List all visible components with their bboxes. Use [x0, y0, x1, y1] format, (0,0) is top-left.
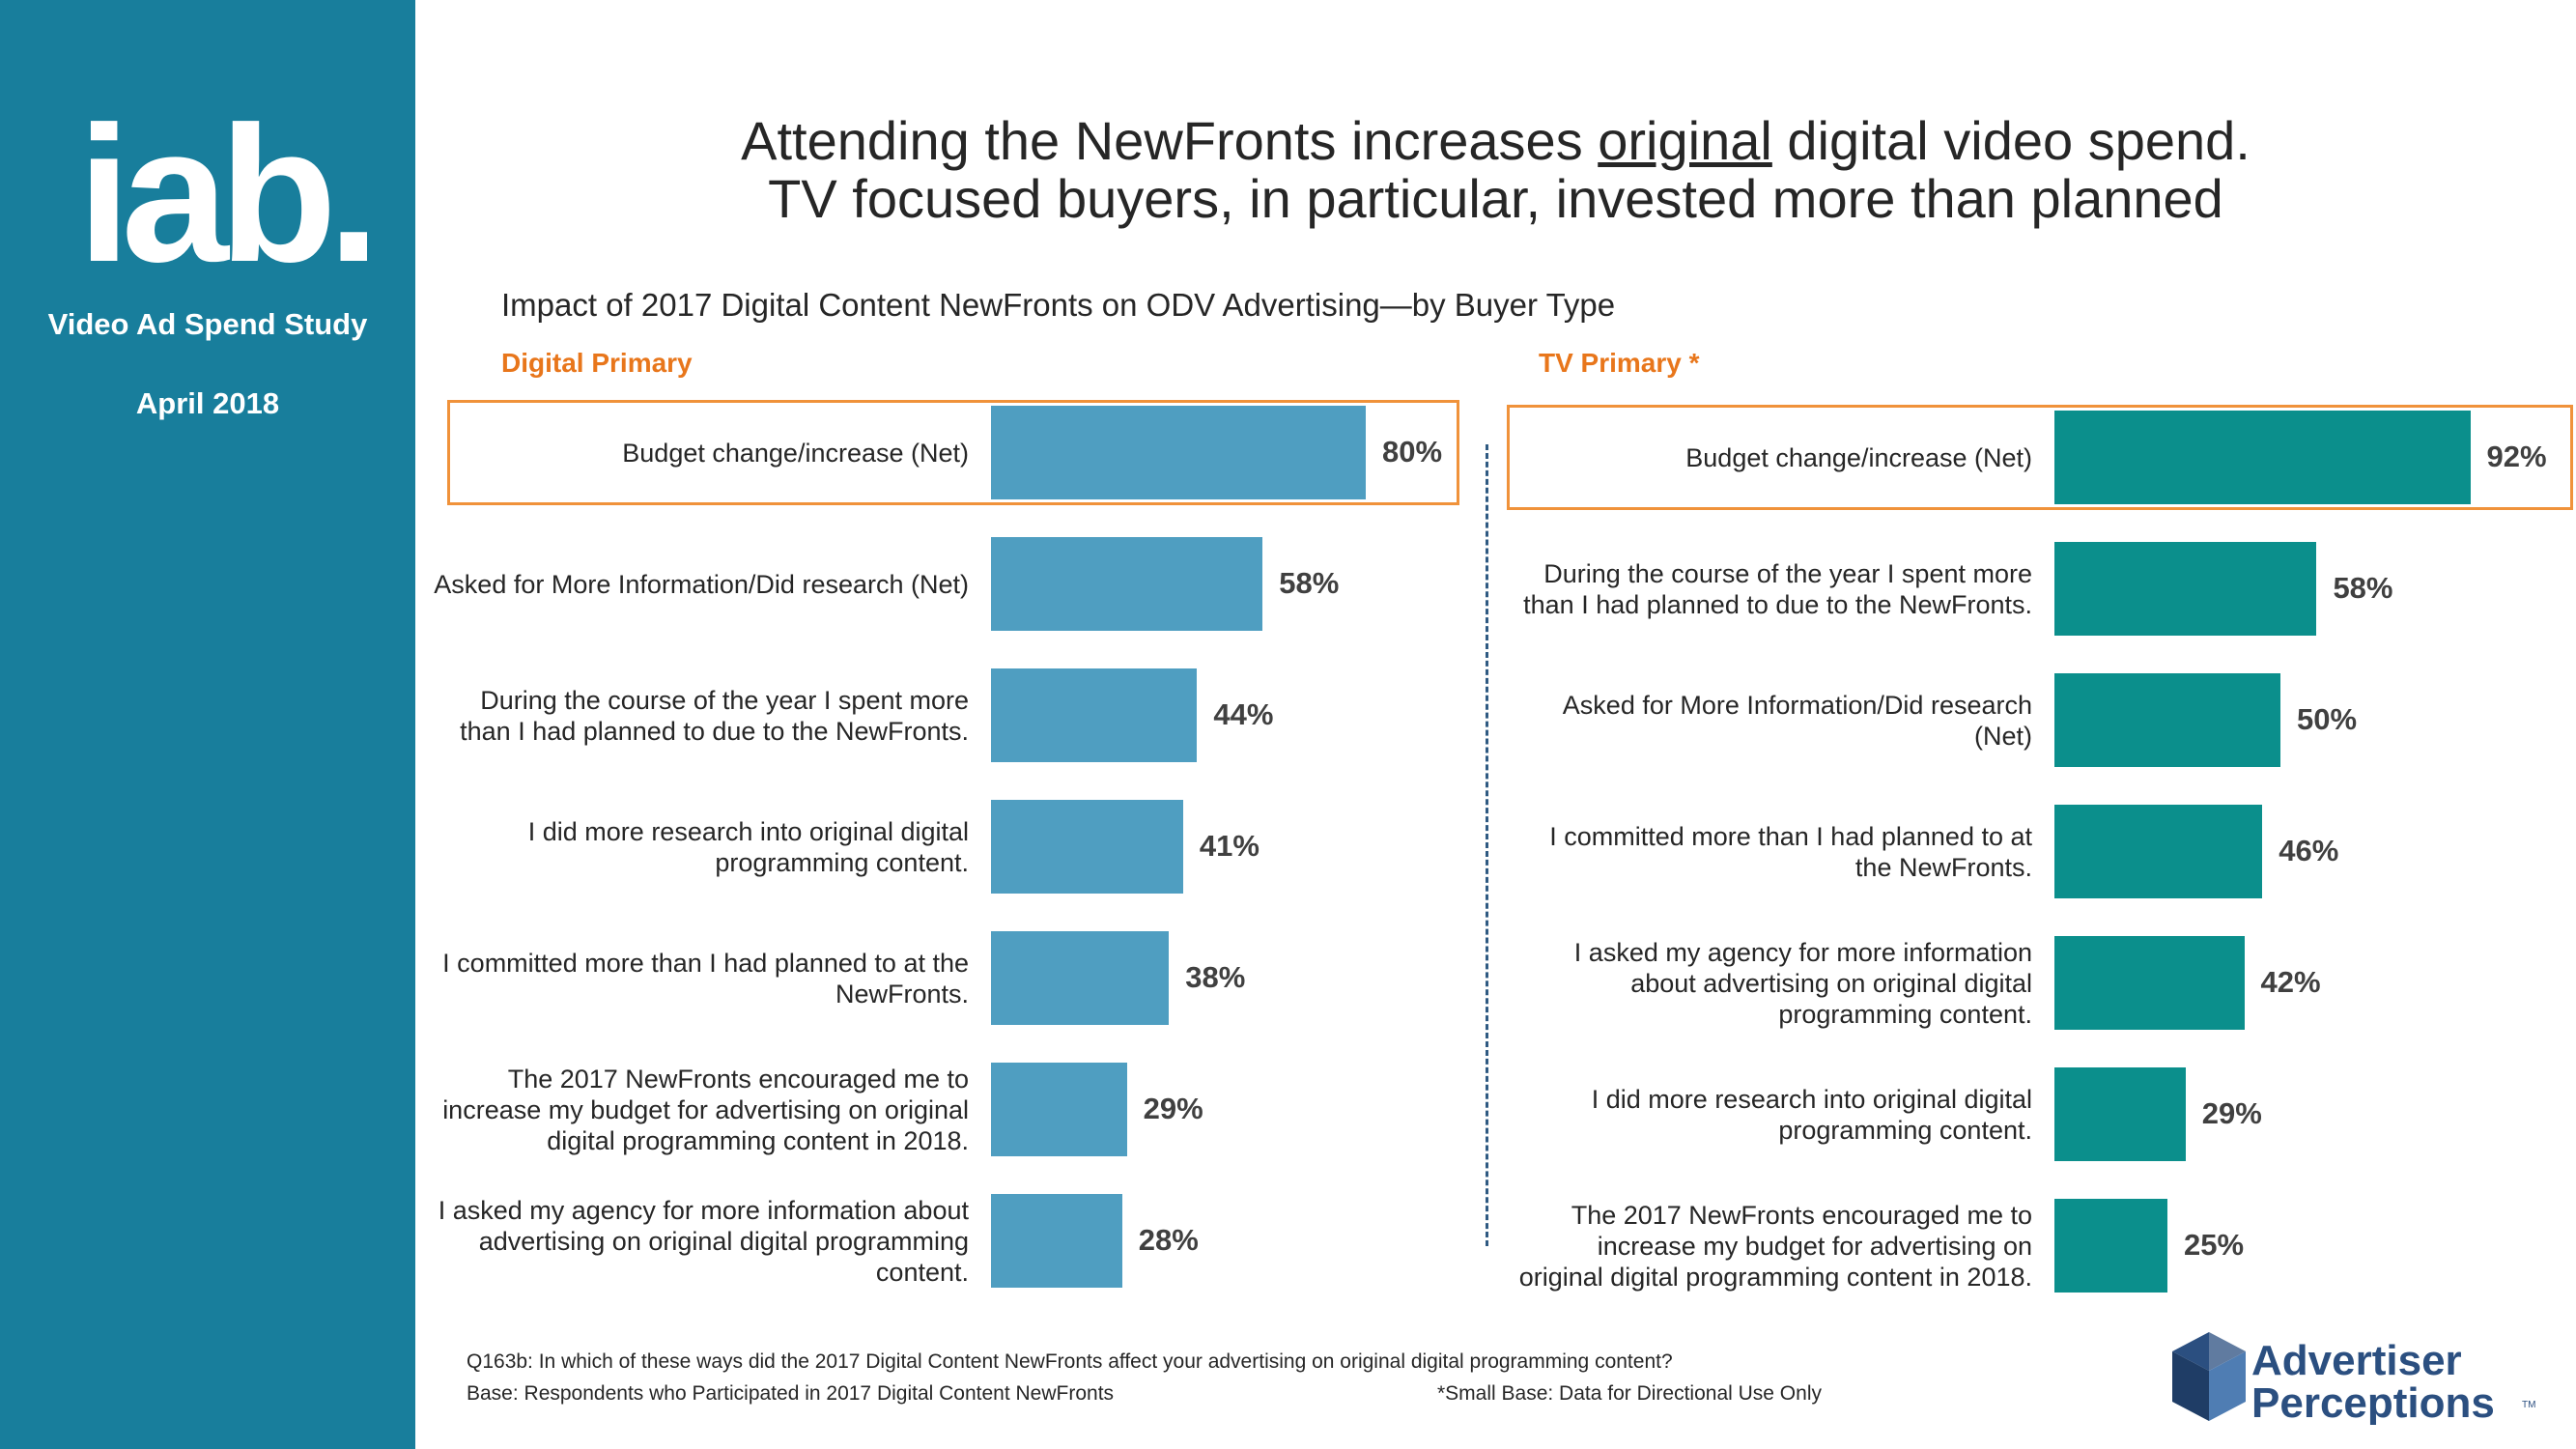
bar	[2054, 1067, 2186, 1161]
data-label: 38%	[1185, 960, 1246, 994]
category-label: During the course of the year I spent mo…	[460, 685, 969, 746]
category-label: Budget change/increase (Net)	[1685, 442, 2032, 472]
footnote-base: Base: Respondents who Participated in 20…	[467, 1382, 1115, 1405]
data-label: 44%	[1213, 697, 1274, 731]
category-label: I committed more than I had planned to a…	[1549, 821, 2032, 882]
bar	[2054, 1199, 2167, 1293]
footnote-question: Q163b: In which of these ways did the 20…	[467, 1350, 1673, 1373]
bar	[2054, 411, 2471, 504]
iab-logo-text: iab.	[77, 101, 367, 280]
iab-logo: iab.	[77, 101, 367, 280]
bar	[991, 1063, 1127, 1156]
brand-line1: Advertiser	[2251, 1337, 2462, 1384]
data-label: 46%	[2279, 834, 2339, 867]
brand-line2: Perceptions	[2251, 1379, 2495, 1425]
data-label: 58%	[2333, 571, 2393, 605]
category-label: Asked for More Information/Did research …	[1562, 690, 2032, 751]
bar	[2054, 805, 2263, 898]
data-label: 50%	[2297, 702, 2358, 736]
highlight-box	[1507, 405, 2573, 510]
chart-subtitle: Impact of 2017 Digital Content NewFronts…	[501, 287, 1616, 323]
cube-icon	[2172, 1332, 2246, 1421]
brand-tm: TM	[2522, 1400, 2535, 1410]
category-label: I asked my agency for more information a…	[1573, 937, 2032, 1029]
bar	[2054, 542, 2317, 636]
data-label: 28%	[1138, 1223, 1199, 1257]
study-date: April 2018	[135, 386, 280, 420]
study-name: Video Ad Spend Study	[47, 307, 368, 341]
data-label: 92%	[2486, 440, 2547, 473]
bar	[991, 537, 1263, 631]
data-label: 25%	[2184, 1228, 2245, 1262]
bar	[2054, 936, 2245, 1030]
category-label: Asked for More Information/Did research …	[434, 569, 969, 599]
category-label: During the course of the year I spent mo…	[1523, 558, 2032, 619]
bar	[991, 1194, 1122, 1288]
category-label: I asked my agency for more information a…	[438, 1195, 969, 1287]
advertiser-perceptions-logo: Advertiser Perceptions TM	[2172, 1332, 2535, 1425]
data-label: 41%	[1199, 829, 1260, 863]
page-title-line2: TV focused buyers, in particular, invest…	[768, 168, 2223, 229]
bar	[991, 931, 1170, 1025]
title-text-underlined: original	[1598, 110, 1772, 171]
chart-divider	[1486, 444, 1488, 1246]
category-label: I did more research into original digita…	[527, 816, 969, 877]
category-label: I committed more than I had planned to a…	[442, 948, 969, 1009]
data-label: 58%	[1279, 566, 1340, 600]
bar	[991, 800, 1183, 894]
category-label: Budget change/increase (Net)	[622, 438, 969, 468]
bar	[991, 668, 1198, 762]
data-label: 29%	[2201, 1096, 2262, 1130]
bar	[2054, 673, 2280, 767]
title-text-pre: Attending the NewFronts increases	[741, 110, 1599, 171]
data-label: 42%	[2260, 965, 2321, 999]
data-label: 80%	[1382, 435, 1443, 469]
bar	[991, 406, 1366, 499]
title-text-post: digital video spend.	[1771, 110, 2250, 171]
highlight-box	[447, 400, 1459, 505]
sidebar: iab. Video Ad Spend Study April 2018	[0, 0, 415, 1449]
page-title-line1: Attending the NewFronts increases origin…	[415, 111, 2576, 171]
category-label: The 2017 NewFronts encouraged me to incr…	[442, 1064, 969, 1155]
data-label: 29%	[1143, 1092, 1203, 1125]
footnote-small-base: *Small Base: Data for Directional Use On…	[1437, 1382, 1822, 1405]
category-label: The 2017 NewFronts encouraged me to incr…	[1518, 1200, 2032, 1292]
category-label: I did more research into original digita…	[1591, 1084, 2032, 1145]
section-title-digital: Digital Primary	[501, 348, 693, 378]
section-title-tv: TV Primary *	[1539, 348, 1700, 378]
